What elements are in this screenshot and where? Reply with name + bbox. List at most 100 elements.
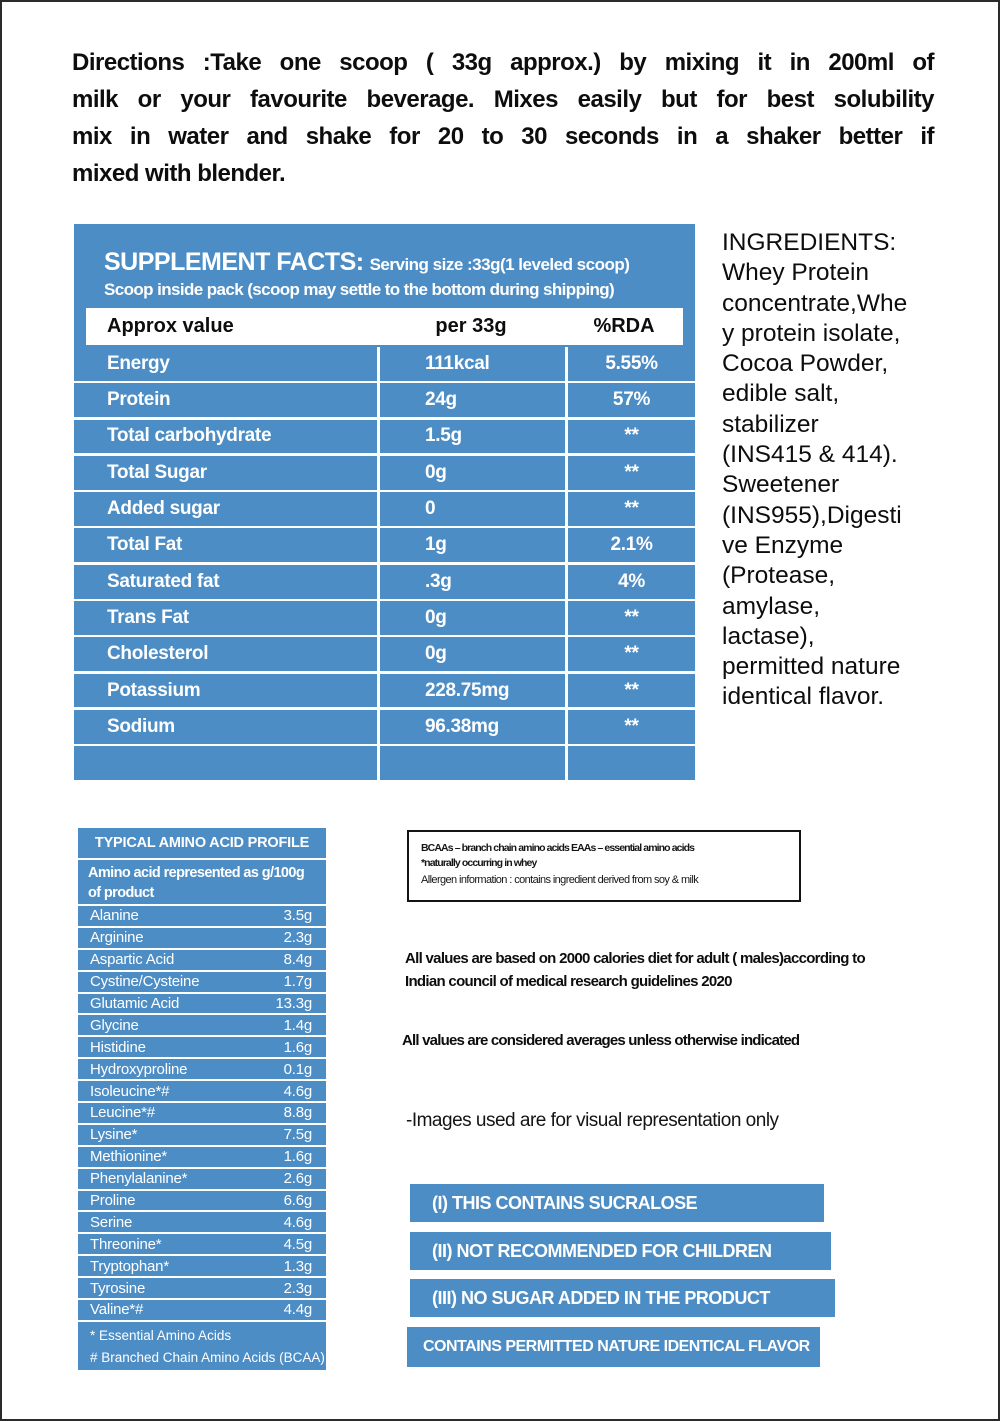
amino-profile-subtitle: Amino acid represented as g/100g of prod…	[78, 860, 326, 904]
table-row: Saturated fat .3g 4%	[74, 564, 695, 599]
amino-row: Leucine*# 8.8g	[78, 1103, 326, 1123]
amino-name: Phenylalanine*	[90, 1170, 188, 1188]
row-name: Total carbohydrate	[107, 425, 272, 447]
amino-row: Lysine* 7.5g	[78, 1124, 326, 1145]
amino-row: Cystine/Cysteine 1.7g	[78, 971, 326, 992]
row-name: Sodium	[107, 715, 175, 737]
row-name: Added sugar	[107, 498, 220, 520]
row-per33g: 0	[377, 492, 565, 526]
amino-row: Alanine 3.5g	[78, 906, 326, 926]
allergen-information-text: Allergen information : contains ingredie…	[421, 874, 699, 886]
banner-nature-identical-flavor: CONTAINS PERMITTED NATURE IDENTICAL FLAV…	[407, 1327, 820, 1367]
row-name: Saturated fat	[107, 570, 220, 592]
statement-image-disclaimer: -Images used are for visual representati…	[406, 1110, 779, 1131]
row-rda: 57%	[565, 383, 695, 418]
column-header-rda: %RDA	[593, 315, 655, 337]
serving-size-text: Serving size :33g(1 leveled scoop)	[369, 255, 630, 274]
banner-contains-sucralose: (I) THIS CONTAINS SUCRALOSE	[410, 1184, 824, 1222]
amino-value: 8.8g	[283, 1104, 313, 1122]
row-rda: 4%	[565, 564, 695, 599]
amino-row: Hydroxyproline 0.1g	[78, 1059, 326, 1080]
row-rda: **	[565, 709, 695, 744]
row-per33g: 0g	[377, 601, 565, 635]
amino-value: 8.4g	[283, 951, 313, 969]
table-row: Sodium 96.38mg **	[74, 709, 695, 744]
amino-row: Tyrosine 2.3g	[78, 1278, 326, 1299]
row-rda	[565, 746, 695, 781]
ingredients-title: INGREDIENTS:	[722, 229, 897, 256]
table-row: Potassium 228.75mg **	[74, 673, 695, 708]
amino-value: 4.5g	[283, 1235, 313, 1253]
table-row-empty	[74, 746, 695, 781]
table-row: Protein 24g 57%	[74, 383, 695, 418]
amino-row: Glutamic Acid 13.3g	[78, 993, 326, 1014]
amino-row: Histidine 1.6g	[78, 1037, 326, 1058]
amino-row: Isoleucine*# 4.6g	[78, 1081, 326, 1102]
amino-name: Isoleucine*#	[90, 1082, 170, 1100]
table-row: Cholesterol 0g **	[74, 637, 695, 672]
amino-row: Aspartic Acid 8.4g	[78, 949, 326, 970]
column-header-per-33g: per 33g	[435, 315, 507, 337]
row-rda: **	[565, 601, 695, 635]
row-name: Protein	[107, 389, 171, 411]
amino-value: 1.3g	[283, 1257, 313, 1275]
table-row: Added sugar 0 **	[74, 492, 695, 526]
amino-value: 2.3g	[283, 1279, 313, 1297]
amino-row: Threonine* 4.5g	[78, 1234, 326, 1255]
row-per33g: 0g	[377, 455, 565, 490]
row-per33g: 1.5g	[377, 419, 565, 454]
statement-rda-basis: All values are based on 2000 calories di…	[405, 950, 866, 990]
bcaa-definition-text: BCAAs – branch chain amino acids EAAs – …	[421, 842, 695, 854]
row-per33g: 96.38mg	[377, 709, 565, 744]
table-row: Trans Fat 0g **	[74, 601, 695, 635]
amino-row: Phenylalanine* 2.6g	[78, 1168, 326, 1189]
ingredients-block: INGREDIENTS: Whey Protein concentrate,Wh…	[722, 228, 967, 713]
row-per33g: 111kcal	[377, 347, 565, 381]
amino-name: Serine	[90, 1213, 133, 1231]
amino-value: 4.6g	[283, 1213, 313, 1231]
amino-name: Hydroxyproline	[90, 1060, 188, 1078]
amino-value: 0.1g	[283, 1060, 313, 1078]
amino-value: 2.3g	[283, 929, 313, 947]
supplement-facts-header: SUPPLEMENT FACTS: Serving size :33g(1 lev…	[74, 224, 695, 300]
amino-value: 6.6g	[283, 1192, 313, 1210]
amino-name: Histidine	[90, 1038, 146, 1056]
amino-value: 3.5g	[283, 907, 313, 925]
amino-name: Aspartic Acid	[90, 951, 175, 969]
row-name: Total Sugar	[107, 461, 207, 483]
amino-row: Serine 4.6g	[78, 1212, 326, 1233]
amino-row: Valine*# 4.4g	[78, 1300, 326, 1320]
amino-row: Arginine 2.3g	[78, 927, 326, 948]
amino-value: 1.7g	[283, 973, 313, 991]
row-rda: **	[565, 419, 695, 454]
amino-name: Lysine*	[90, 1126, 138, 1144]
row-rda: **	[565, 637, 695, 672]
amino-value: 13.3g	[275, 995, 312, 1012]
table-row: Total carbohydrate 1.5g **	[74, 419, 695, 454]
directions-line: milk or your favourite beverage. Mixes e…	[72, 86, 935, 113]
amino-value: 4.4g	[283, 1301, 313, 1319]
amino-footnotes: * Essential Amino Acids # Branched Chain…	[78, 1321, 326, 1370]
ingredients-text: Whey Protein concentrate,Whe y protein i…	[722, 259, 908, 711]
row-per33g: 0g	[377, 637, 565, 672]
column-header-approx-value: Approx value	[107, 315, 234, 337]
amino-name: Valine*#	[90, 1301, 144, 1319]
row-per33g	[377, 746, 565, 781]
amino-value: 1.6g	[283, 1038, 313, 1056]
amino-name: Leucine*#	[90, 1104, 155, 1122]
row-rda: 5.55%	[565, 347, 695, 381]
naturally-occurring-note: *naturally occurring in whey	[421, 857, 537, 869]
row-rda: **	[565, 492, 695, 526]
row-name: Trans Fat	[107, 606, 189, 628]
amino-value: 2.6g	[283, 1170, 313, 1188]
scoop-note: Scoop inside pack (scoop may settle to t…	[104, 280, 615, 299]
table-row: Total Fat 1g 2.1%	[74, 528, 695, 563]
amino-row: Proline 6.6g	[78, 1190, 326, 1211]
amino-name: Tyrosine	[90, 1279, 146, 1297]
row-name: Energy	[107, 352, 170, 374]
supplement-facts-table: SUPPLEMENT FACTS: Serving size :33g(1 lev…	[74, 224, 695, 781]
row-name: Potassium	[107, 679, 201, 701]
amino-name: Threonine*	[90, 1235, 162, 1253]
amino-profile-table: TYPICAL AMINO ACID PROFILE Amino acid re…	[78, 828, 326, 1370]
